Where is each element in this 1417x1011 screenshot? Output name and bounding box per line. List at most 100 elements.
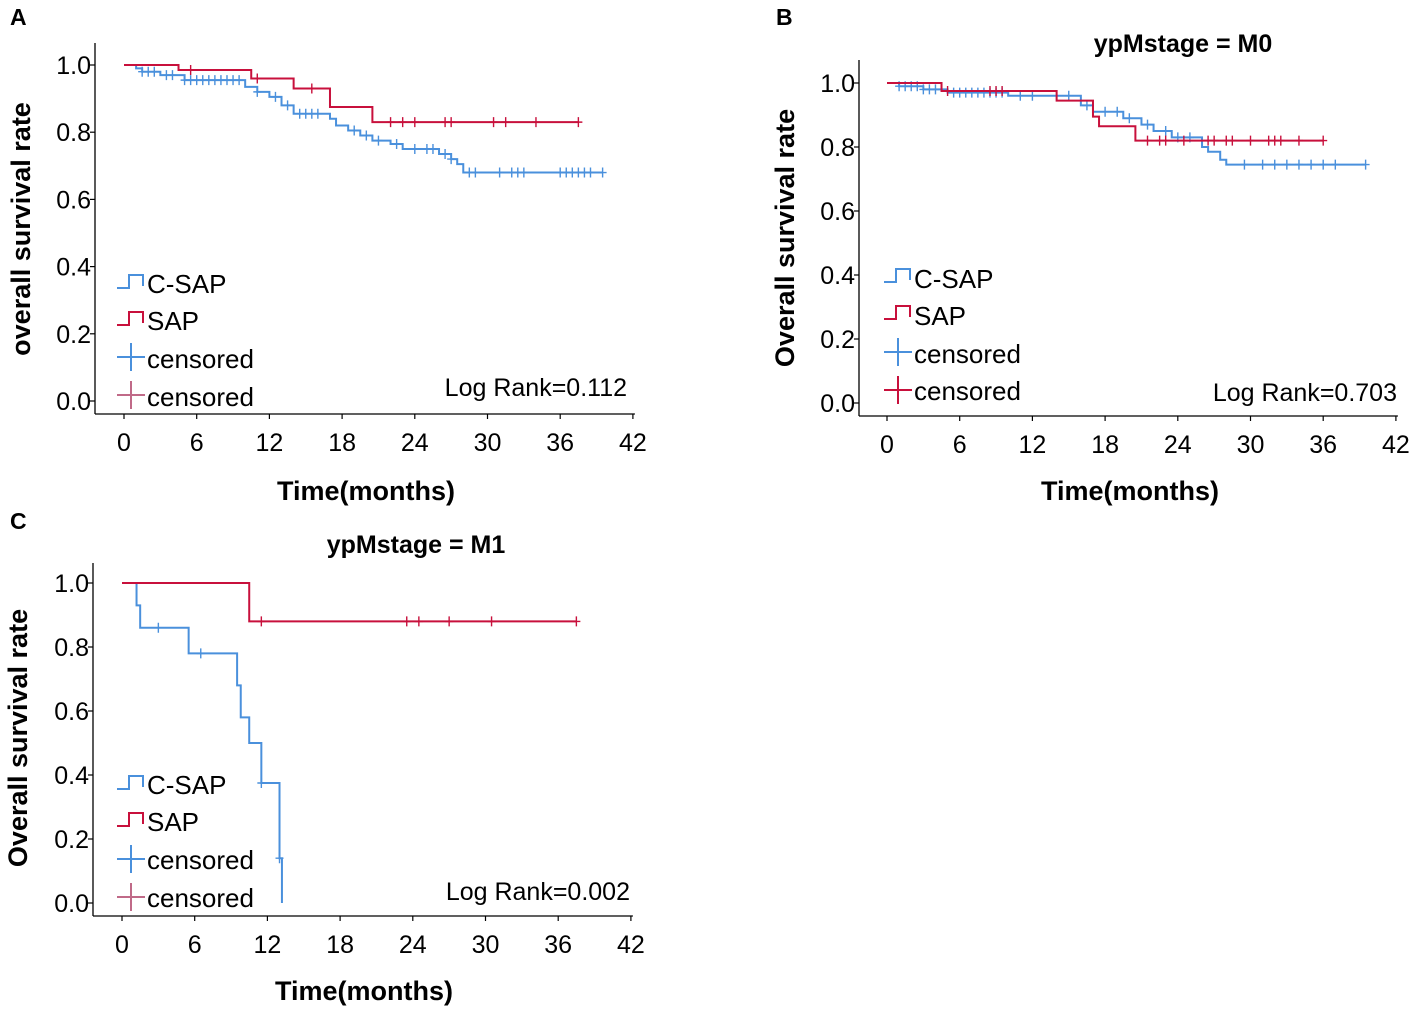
censor-mark-sap (531, 117, 540, 128)
x-tick-label: 0 (117, 429, 131, 457)
y-tick-label: 0.4 (820, 262, 855, 290)
y-tick-label: 1.0 (820, 70, 855, 98)
censor-mark-csap (598, 167, 607, 178)
censor-mark-csap (235, 75, 244, 86)
censor-mark-csap (275, 853, 284, 864)
censor-mark-csap (253, 86, 262, 97)
x-tick-label: 24 (401, 429, 429, 457)
x-tick-label: 6 (188, 931, 202, 959)
censor-mark-sap (253, 73, 262, 84)
x-tick-label: 12 (255, 429, 283, 457)
legend-symbol-csap (117, 274, 144, 289)
censor-mark-sap (1143, 135, 1152, 146)
x-tick-label: 24 (1164, 431, 1192, 459)
legend-text-censored-sap: censored (147, 883, 254, 913)
censor-mark-csap (1294, 159, 1303, 170)
x-tick-label: 30 (472, 931, 500, 959)
censor-mark-csap (441, 149, 450, 160)
km-curve-sap (124, 64, 579, 124)
censor-mark-sap (1294, 135, 1303, 146)
legend-text-csap: C-SAP (914, 264, 993, 294)
censor-mark-csap (313, 108, 322, 119)
legend: C-SAP SAP censored censored (147, 269, 254, 412)
legend-symbol-censored-sap (117, 381, 145, 409)
censor-mark-csap (1258, 159, 1267, 170)
y-axis-label: Overall survival rate (3, 609, 33, 867)
censor-mark-sap (398, 117, 407, 128)
legend-text-censored-sap: censored (914, 376, 1021, 406)
km-curve-sap (122, 582, 577, 623)
censor-mark-csap (374, 135, 383, 146)
panel-title: ypMstage = M0 (1094, 30, 1273, 58)
y-tick-label: 0.4 (56, 254, 91, 282)
censor-mark-csap (168, 70, 177, 81)
y-tick-label: 0.0 (56, 388, 91, 416)
y-tick-label: 0.6 (820, 198, 855, 226)
censor-mark-csap (283, 100, 292, 111)
legend-symbol-censored-csap (117, 845, 145, 873)
x-tick-label: 12 (1018, 431, 1046, 459)
legend-text-censored-sap: censored (147, 382, 254, 412)
censor-mark-csap (931, 84, 940, 95)
y-tick-label: 0.2 (820, 326, 855, 354)
legend-text-censored-csap: censored (147, 344, 254, 374)
censor-mark-csap (1361, 159, 1370, 170)
censor-mark-csap (1143, 119, 1152, 130)
km-curve-sap (887, 82, 1324, 142)
censor-mark-csap (1113, 106, 1122, 117)
censor-mark-csap (150, 66, 159, 77)
x-tick-label: 30 (474, 429, 502, 457)
x-tick-label: 42 (617, 931, 645, 959)
log-rank-annotation: Log Rank=0.002 (446, 878, 630, 906)
censor-mark-sap (501, 117, 510, 128)
censor-mark-sap (410, 117, 419, 128)
log-rank-annotation: Log Rank=0.112 (445, 374, 627, 402)
censor-mark-csap (1270, 159, 1279, 170)
censor-mark-csap (1082, 100, 1091, 111)
legend-symbol-censored-csap (884, 338, 912, 366)
y-tick-label: 0.2 (54, 826, 89, 854)
censor-mark-sap (572, 616, 581, 627)
legend-text-censored-csap: censored (147, 845, 254, 875)
censor-mark-csap (257, 778, 266, 788)
legend-symbol-censored-sap (117, 883, 145, 911)
panel-title: ypMstage = M1 (327, 531, 506, 559)
x-tick-label: 36 (544, 931, 572, 959)
censor-mark-csap (392, 138, 401, 149)
censor-mark-sap (1210, 135, 1219, 146)
y-tick-label: 0.2 (56, 321, 91, 349)
y-tick-label: 1.0 (54, 570, 89, 598)
censor-mark-csap (1307, 159, 1316, 170)
censor-mark-csap (410, 144, 419, 154)
censor-mark-csap (495, 167, 504, 178)
panel-c: C ypMstage = M1 Overall survival rate Ti… (3, 508, 645, 1006)
y-tick-label: 0.4 (54, 762, 89, 790)
censor-mark-csap (1240, 159, 1249, 170)
censor-mark-sap (186, 65, 195, 76)
censor-mark-sap (1276, 135, 1285, 146)
censor-mark-csap (1064, 90, 1073, 101)
censor-mark-sap (1246, 135, 1255, 146)
legend-symbol-sap (117, 812, 144, 827)
legend-symbol-censored-csap (117, 343, 145, 371)
censor-mark-csap (362, 130, 371, 141)
x-tick-label: 6 (953, 431, 967, 459)
censor-mark-csap (1028, 90, 1037, 101)
legend-text-csap: C-SAP (147, 269, 226, 299)
censor-mark-csap (471, 167, 480, 178)
censor-mark-csap (1016, 90, 1025, 101)
x-tick-label: 36 (1309, 431, 1337, 459)
y-axis-label: Overall survival rate (770, 109, 800, 367)
x-tick-label: 6 (190, 429, 204, 457)
censor-mark-csap (428, 144, 437, 154)
censor-mark-csap (196, 648, 205, 659)
x-tick-label: 0 (880, 431, 894, 459)
panel-letter: B (776, 4, 793, 30)
log-rank-annotation: Log Rank=0.703 (1213, 379, 1397, 407)
censor-mark-csap (1282, 159, 1291, 170)
censor-mark-csap (154, 622, 163, 633)
legend-symbol-sap (117, 311, 144, 326)
y-tick-label: 1.0 (56, 52, 91, 80)
x-tick-label: 36 (546, 429, 574, 457)
x-axis-label: Time(months) (1041, 476, 1219, 506)
